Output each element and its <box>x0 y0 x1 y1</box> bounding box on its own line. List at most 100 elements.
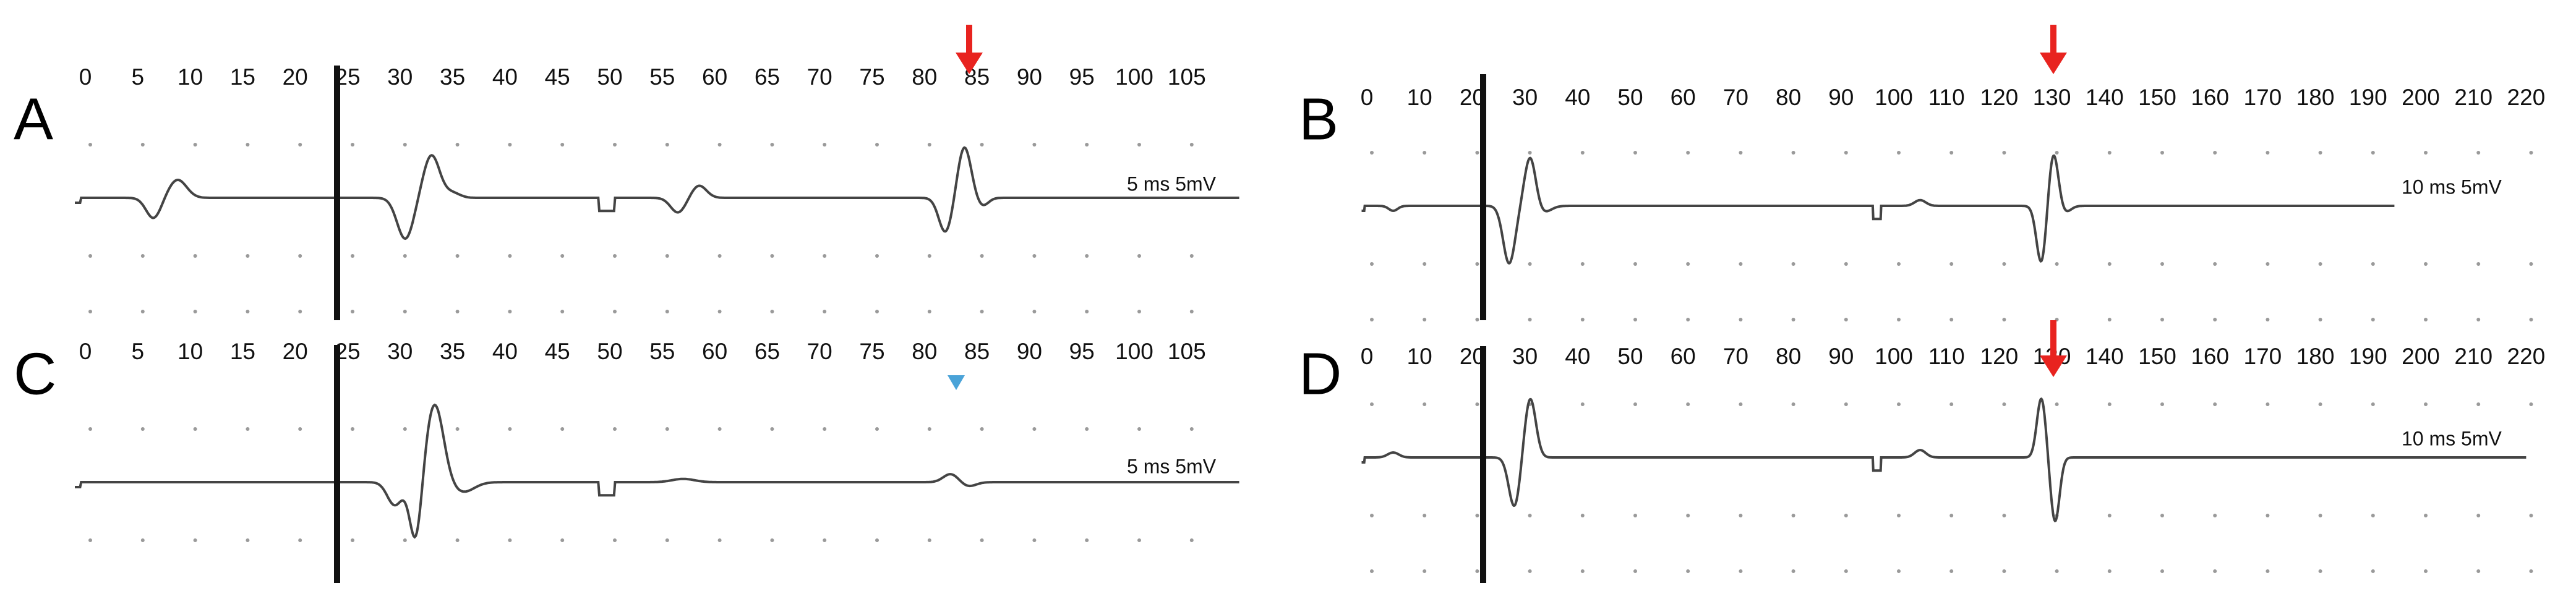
grid-dot <box>717 254 722 258</box>
grid-dot <box>1686 151 1690 155</box>
tick-label: 210 <box>2454 344 2493 369</box>
grid-dot <box>1791 402 1795 406</box>
grid-dot <box>1897 514 1901 517</box>
red-arrow-head <box>956 53 983 74</box>
grid-dot <box>1686 402 1690 406</box>
grid-dot <box>88 310 92 313</box>
panel: 0102030405060708090100110120130140150160… <box>1299 320 2545 583</box>
grid-dot <box>2055 402 2059 406</box>
grid-dot <box>1423 262 1427 266</box>
grid-dot <box>140 143 145 147</box>
grid-dot <box>1844 514 1848 517</box>
tick-label: 90 <box>1017 339 1042 364</box>
grid-dot <box>1633 318 1637 321</box>
grid-dot <box>875 254 879 258</box>
grid-dot <box>1475 262 1479 266</box>
red-arrow-head <box>2040 355 2067 377</box>
grid-dot <box>2476 402 2481 406</box>
grid-dot <box>2476 318 2481 321</box>
tick-label: 95 <box>1069 339 1095 364</box>
grid-dot <box>1528 151 1532 155</box>
tick-label: 90 <box>1828 85 1854 110</box>
panel-letter: A <box>14 86 53 152</box>
tick-label: 50 <box>1617 85 1643 110</box>
tick-label: 110 <box>1928 85 1965 110</box>
grid-dot <box>717 310 722 313</box>
grid-dot <box>2424 569 2428 573</box>
grid-dot <box>560 254 565 258</box>
grid-dot <box>2002 402 2006 406</box>
grid-dot <box>665 310 669 313</box>
grid-dot <box>1032 310 1037 313</box>
grid-dot <box>2529 402 2533 406</box>
grid-dot <box>2424 402 2428 406</box>
grid-dot <box>2002 318 2006 321</box>
tick-label: 200 <box>2402 85 2440 110</box>
tick-label: 100 <box>1115 339 1153 364</box>
grid-dot <box>1189 310 1194 313</box>
grid-dot <box>2160 514 2164 517</box>
grid-dot <box>2266 318 2270 321</box>
tick-label: 10 <box>1407 85 1432 110</box>
grid-dot <box>508 143 512 147</box>
panel: 0 5 10 15 20 25 30 35 40 45 50 55 60 65 70 75 80 85 90 95 10… <box>14 25 1239 320</box>
grid-dot <box>2529 318 2533 321</box>
grid-dot <box>1370 402 1374 406</box>
tick-label: 65 <box>755 339 780 364</box>
grid-dot <box>2213 318 2217 321</box>
grid-dot <box>1739 402 1743 406</box>
tick-label: 30 <box>387 339 413 364</box>
grid-dot <box>1085 538 1089 542</box>
tick-label: 150 <box>2138 85 2176 110</box>
grid-dot <box>1897 318 1901 321</box>
grid-dot <box>455 310 460 313</box>
grid-dot <box>1423 569 1427 573</box>
grid-dot <box>2107 151 2112 155</box>
tick-label: 100 <box>1115 64 1153 90</box>
grid-dot <box>2476 151 2481 155</box>
grid-dot <box>770 310 774 313</box>
grid-dot <box>2424 151 2428 155</box>
grid-dot <box>351 310 354 313</box>
grid-dot <box>2107 262 2112 266</box>
tick-label: 170 <box>2244 344 2282 369</box>
grid-dot <box>665 427 669 431</box>
grid-dot <box>1580 569 1585 573</box>
tick-label: 45 <box>545 64 570 90</box>
grid-dot <box>508 427 512 431</box>
grid-dot <box>140 254 145 258</box>
grid-dot <box>770 254 774 258</box>
grid-dot <box>665 538 669 542</box>
tick-label: 80 <box>1776 344 1801 369</box>
tick-label: 140 <box>2086 344 2124 369</box>
tick-label: 110 <box>1928 344 1965 369</box>
grid-dot <box>1189 143 1194 147</box>
grid-dot <box>2213 569 2217 573</box>
grid-dot <box>1423 318 1427 321</box>
grid-dot <box>1475 514 1479 517</box>
grid-dot <box>770 143 774 147</box>
tick-label: 0 <box>79 64 92 90</box>
grid-dot <box>508 538 512 542</box>
grid-dot <box>1370 569 1374 573</box>
grid-dot <box>613 538 617 542</box>
grid-dot <box>1085 310 1089 313</box>
grid-dot <box>2213 402 2217 406</box>
tick-label: 170 <box>2244 85 2282 110</box>
grid-dot <box>980 427 984 431</box>
grid-dot <box>2318 514 2322 517</box>
grid-dot <box>2371 569 2375 573</box>
tick-label: 200 <box>2402 344 2440 369</box>
grid-dot <box>351 143 354 147</box>
grid-dot <box>455 254 460 258</box>
grid-dot <box>1189 254 1194 258</box>
grid-dot <box>298 427 302 431</box>
tick-label: 90 <box>1828 344 1854 369</box>
grid-dot <box>1528 262 1532 266</box>
grid-dot <box>1189 538 1194 542</box>
grid-dot <box>1528 569 1532 573</box>
grid-dot <box>1189 427 1194 431</box>
grid-dot <box>88 143 92 147</box>
grid-dot <box>560 143 565 147</box>
grid-dot <box>980 254 984 258</box>
